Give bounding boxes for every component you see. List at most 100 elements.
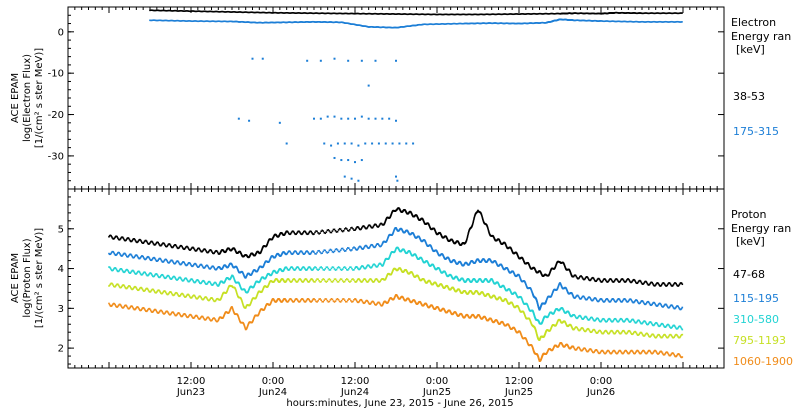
proton-point-310-580 <box>186 279 189 282</box>
electron-scatter-point-175-315 <box>367 84 370 87</box>
electron-point-38-53 <box>342 12 345 15</box>
electron-point-175-315 <box>153 19 155 21</box>
proton-point-115-195 <box>545 299 548 302</box>
electron-point-175-315 <box>616 20 619 23</box>
proton-point-115-195 <box>377 243 380 245</box>
proton-point-115-195 <box>628 299 630 302</box>
proton-point-47-68 <box>434 229 436 231</box>
proton-point-310-580 <box>123 271 126 273</box>
proton-ytick-label: 2 <box>58 344 64 355</box>
proton-point-47-68 <box>649 282 651 285</box>
proton-point-115-195 <box>169 261 171 263</box>
electron-point-175-315 <box>670 20 673 23</box>
proton-point-115-195 <box>362 248 364 250</box>
proton-point-310-580 <box>309 267 312 270</box>
proton-point-47-68 <box>369 224 371 227</box>
proton-point-115-195 <box>369 245 371 248</box>
electron-point-38-53 <box>338 12 341 15</box>
proton-point-310-580 <box>204 282 207 285</box>
electron-point-38-53 <box>529 13 532 15</box>
electron-point-175-315 <box>186 20 188 22</box>
electron-point-38-53 <box>207 10 210 13</box>
electron-point-38-53 <box>170 10 173 12</box>
electron-point-175-315 <box>183 19 185 22</box>
electron-scatter-point-175-315 <box>319 117 322 120</box>
proton-point-115-195 <box>269 258 271 261</box>
proton-point-115-195 <box>303 253 306 255</box>
electron-point-38-53 <box>267 11 269 14</box>
electron-point-175-315 <box>201 20 204 22</box>
proton-point-310-580 <box>377 264 380 267</box>
electron-point-175-315 <box>161 19 164 22</box>
proton-point-47-68 <box>569 270 571 272</box>
proton-point-310-580 <box>168 275 170 278</box>
electron-point-38-53 <box>392 13 394 15</box>
proton-point-47-68 <box>627 278 630 280</box>
proton-point-115-195 <box>128 255 130 257</box>
proton-point-115-195 <box>194 263 197 265</box>
proton-point-47-68 <box>640 281 643 284</box>
proton-point-310-580 <box>307 267 309 270</box>
proton-point-310-580 <box>389 253 392 256</box>
proton-point-310-580 <box>354 267 356 270</box>
electron-point-38-53 <box>219 10 222 13</box>
proton-point-47-68 <box>141 241 143 244</box>
electron-point-175-315 <box>444 23 446 25</box>
proton-point-115-195 <box>207 265 209 268</box>
proton-point-47-68 <box>467 233 469 236</box>
electron-point-175-315 <box>640 21 642 23</box>
proton-point-115-195 <box>566 289 568 292</box>
proton-point-310-580 <box>138 271 141 274</box>
electron-point-175-315 <box>654 21 657 23</box>
proton-point-47-68 <box>581 275 583 278</box>
electron-point-175-315 <box>602 20 604 23</box>
proton-point-115-195 <box>610 299 613 302</box>
proton-point-47-68 <box>549 270 552 273</box>
proton-point-310-580 <box>138 270 140 273</box>
electron-point-38-53 <box>655 12 658 14</box>
electron-scatter-point-175-315 <box>354 161 356 164</box>
proton-point-47-68 <box>354 229 356 231</box>
proton-point-115-195 <box>309 252 312 255</box>
electron-scatter-point-175-315 <box>367 117 370 120</box>
proton-point-310-580 <box>135 273 138 275</box>
proton-point-47-68 <box>466 237 468 240</box>
proton-point-47-68 <box>608 279 610 281</box>
proton-point-115-195 <box>212 265 215 268</box>
electron-point-38-53 <box>156 9 158 12</box>
proton-point-115-195 <box>615 300 618 302</box>
electron-point-175-315 <box>163 19 166 22</box>
electron-point-38-53 <box>418 13 421 16</box>
proton-point-47-68 <box>661 283 663 286</box>
proton-point-115-195 <box>145 257 148 259</box>
electron-point-38-53 <box>518 13 520 15</box>
electron-point-38-53 <box>426 13 429 15</box>
proton-point-47-68 <box>635 281 637 284</box>
electron-point-175-315 <box>456 23 458 25</box>
electron-scatter-point-175-315 <box>395 119 397 122</box>
proton-point-115-195 <box>215 268 218 271</box>
electron-point-38-53 <box>380 12 383 15</box>
electron-point-38-53 <box>453 13 456 16</box>
proton-point-310-580 <box>214 281 217 284</box>
proton-point-47-68 <box>125 239 127 241</box>
electron-point-175-315 <box>631 21 634 23</box>
proton-point-115-195 <box>680 308 682 311</box>
electron-point-38-53 <box>400 13 402 16</box>
proton-point-115-195 <box>375 244 377 247</box>
electron-point-38-53 <box>399 13 401 15</box>
electron-scatter-point-175-315 <box>343 175 346 178</box>
electron-point-38-53 <box>545 12 548 15</box>
proton-point-47-68 <box>510 248 513 251</box>
electron-point-38-53 <box>172 10 175 12</box>
electron-point-38-53 <box>196 10 198 13</box>
electron-point-175-315 <box>628 20 631 23</box>
electron-point-38-53 <box>268 11 270 14</box>
proton-point-47-68 <box>122 237 125 240</box>
proton-point-47-68 <box>555 263 558 266</box>
electron-point-38-53 <box>363 12 366 15</box>
electron-point-38-53 <box>521 13 523 15</box>
proton-point-115-195 <box>130 253 132 256</box>
proton-point-47-68 <box>172 246 175 248</box>
proton-point-115-195 <box>671 305 674 308</box>
